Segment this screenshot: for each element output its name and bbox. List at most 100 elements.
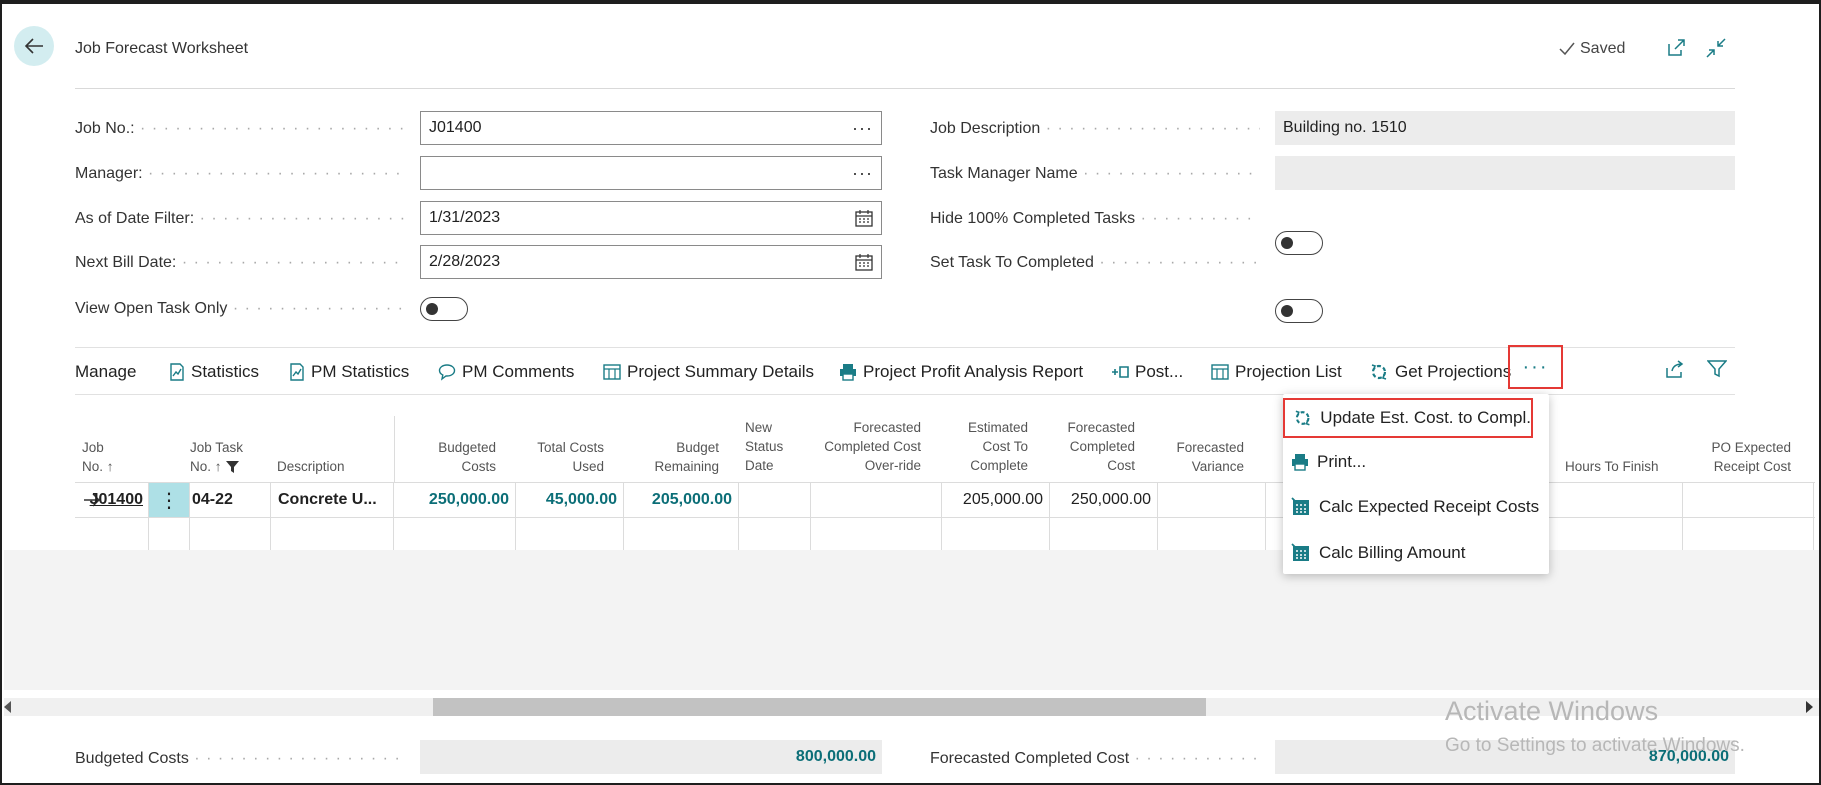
table-row-empty[interactable] (75, 517, 1815, 551)
scroll-left-arrow-icon[interactable] (4, 701, 11, 713)
budgeted-costs-cell[interactable]: 250,000.00 (428, 491, 509, 508)
forecasted-completed-cost-total-label: Forecasted Completed Cost (930, 750, 1260, 768)
menu-item-calc-billing[interactable]: Calc Billing Amount (1291, 543, 1465, 563)
col-header-budgeted-costs[interactable]: Budgeted Costs (438, 440, 496, 474)
as-of-date-field[interactable]: 1/31/2023 (420, 201, 882, 235)
pm-comments-label: PM Comments (462, 362, 575, 381)
pm-comments-button[interactable]: PM Comments (438, 362, 574, 382)
budgeted-costs-total-value: 800,000.00 (795, 748, 876, 765)
statistics-icon (290, 363, 304, 381)
get-projections-label: Get Projections (1395, 362, 1512, 381)
task-manager-name-field (1275, 156, 1735, 190)
menu-item-calc-expected[interactable]: Calc Expected Receipt Costs (1291, 497, 1539, 517)
menu-item-print[interactable]: Print... (1291, 452, 1366, 472)
col-header-new-status-date[interactable]: New Status Date (745, 420, 784, 473)
budgeted-costs-total-label: Budgeted Costs (75, 750, 405, 768)
process-gear-icon (1371, 364, 1387, 380)
budgeted-costs-total-field[interactable]: 800,000.00 (420, 740, 882, 774)
printer-icon (840, 364, 856, 381)
open-new-window-icon (1668, 39, 1685, 56)
lookup-ellipsis-icon[interactable]: ··· (852, 117, 873, 138)
statistics-button[interactable]: Statistics (169, 362, 259, 382)
manage-menu[interactable]: Manage (75, 362, 136, 382)
forecasted-completed-cost-total-field[interactable]: 870,000.00 (1275, 740, 1735, 774)
view-open-task-toggle[interactable] (420, 297, 468, 321)
post-label: Post... (1135, 362, 1184, 381)
col-header-forecasted-variance[interactable]: Forecasted Variance (1176, 440, 1244, 474)
get-projections-button[interactable]: Get Projections (1369, 362, 1511, 382)
set-task-completed-label: Set Task To Completed (930, 254, 1260, 272)
col-header-job-task-no[interactable]: Job Task No. ↑ (190, 440, 244, 474)
job-description-label: Job Description (930, 120, 1260, 138)
col-header-fcc-override[interactable]: Forecasted Completed Cost Over-ride (824, 420, 921, 473)
share-button[interactable] (1665, 360, 1685, 378)
job-no-cell[interactable]: J01400 (89, 491, 143, 508)
as-of-date-label: As of Date Filter: (75, 210, 405, 228)
menu-item-calc-billing-label: Calc Billing Amount (1319, 543, 1466, 562)
pm-statistics-button[interactable]: PM Statistics (289, 362, 409, 382)
est-cost-to-complete-cell[interactable]: 205,000.00 (962, 491, 1043, 508)
printer-icon (1292, 454, 1308, 471)
next-bill-date-field[interactable]: 2/28/2023 (420, 245, 882, 279)
description-cell[interactable]: Concrete U... (278, 491, 377, 508)
collapse-icon (1706, 38, 1726, 58)
col-header-budget-remaining[interactable]: Budget Remaining (654, 440, 719, 474)
project-profit-button[interactable]: Project Profit Analysis Report (839, 362, 1083, 382)
job-no-value: J01400 (429, 119, 482, 136)
back-button[interactable] (14, 26, 54, 66)
manager-label: Manager: (75, 165, 405, 183)
project-summary-label: Project Summary Details (627, 362, 815, 381)
job-no-field[interactable]: J01400 ··· (420, 111, 882, 145)
manage-label: Manage (75, 362, 137, 381)
col-header-description[interactable]: Description (277, 459, 345, 474)
open-new-window-button[interactable] (1664, 36, 1688, 60)
collapse-button[interactable] (1704, 36, 1728, 60)
arrow-right-icon (84, 493, 100, 507)
post-button[interactable]: Post... (1111, 362, 1183, 382)
col-header-forecasted-completed-cost[interactable]: Forecasted Completed Cost (1067, 420, 1135, 473)
budget-remaining-cell[interactable]: 205,000.00 (651, 491, 732, 508)
pm-statistics-label: PM Statistics (311, 362, 410, 381)
next-bill-date-label: Next Bill Date: (75, 254, 405, 272)
set-task-completed-toggle[interactable] (1275, 299, 1323, 323)
table-row[interactable]: J01400 ⋮ 04-22 Concrete U... 250,000.00 … (75, 482, 1815, 518)
total-costs-used-cell[interactable]: 45,000.00 (545, 491, 617, 508)
manager-field[interactable]: ··· (420, 156, 882, 190)
col-header-hours-to-finish[interactable]: Hours To Finish (1565, 459, 1659, 474)
menu-item-calc-expected-label: Calc Expected Receipt Costs (1319, 497, 1540, 516)
col-header-total-costs-used[interactable]: Total Costs Used (537, 440, 604, 474)
scrollbar-thumb[interactable] (433, 698, 1206, 716)
col-header-po-expected[interactable]: PO Expected Receipt Cost (1711, 440, 1791, 474)
menu-item-update-est-cost[interactable]: Update Est. Cost. to Compl. (1283, 398, 1533, 438)
filter-icon (1707, 360, 1727, 378)
saved-status: Saved (1558, 40, 1625, 58)
project-summary-button[interactable]: Project Summary Details (603, 362, 814, 382)
calendar-icon[interactable] (855, 209, 873, 227)
projection-list-label: Projection List (1235, 362, 1342, 381)
calendar-icon[interactable] (855, 253, 873, 271)
job-description-field: Building no. 1510 (1275, 111, 1735, 145)
statistics-icon (170, 363, 184, 381)
job-task-no-cell[interactable]: 04-22 (192, 491, 233, 508)
comment-icon (438, 364, 456, 381)
col-header-est-cost-to-complete[interactable]: Estimated Cost To Complete (967, 420, 1028, 473)
activate-windows-subtitle: Go to Settings to activate Windows. (1445, 735, 1745, 756)
col-header-job-no[interactable]: Job No. ↑ (82, 440, 114, 474)
activate-windows-watermark: Activate Windows (1445, 696, 1659, 726)
checkmark-icon (1559, 42, 1575, 56)
next-bill-date-value: 2/28/2023 (429, 253, 501, 270)
projection-list-button[interactable]: Projection List (1211, 362, 1342, 382)
view-open-task-label: View Open Task Only (75, 300, 405, 318)
menu-item-update-est-cost-label: Update Est. Cost. to Compl. (1320, 408, 1531, 427)
filter-button[interactable] (1707, 360, 1727, 378)
job-description-value: Building no. 1510 (1283, 119, 1407, 136)
more-options-button[interactable]: ··· (1508, 345, 1563, 389)
row-actions-button[interactable]: ⋮ (149, 483, 189, 517)
hide-completed-toggle[interactable] (1275, 231, 1323, 255)
forecasted-completed-cost-cell[interactable]: 250,000.00 (1070, 491, 1151, 508)
scroll-right-arrow-icon[interactable] (1806, 701, 1813, 713)
current-row-indicator (83, 483, 113, 517)
as-of-date-value: 1/31/2023 (429, 209, 501, 226)
lookup-ellipsis-icon[interactable]: ··· (852, 162, 873, 183)
